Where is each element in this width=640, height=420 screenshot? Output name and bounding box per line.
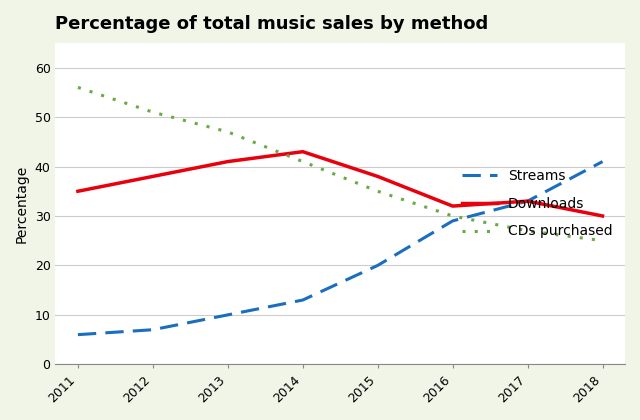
Text: Percentage of total music sales by method: Percentage of total music sales by metho… <box>56 15 489 33</box>
Legend: Streams, Downloads, CDs purchased: Streams, Downloads, CDs purchased <box>456 163 618 244</box>
Y-axis label: Percentage: Percentage <box>15 165 29 243</box>
